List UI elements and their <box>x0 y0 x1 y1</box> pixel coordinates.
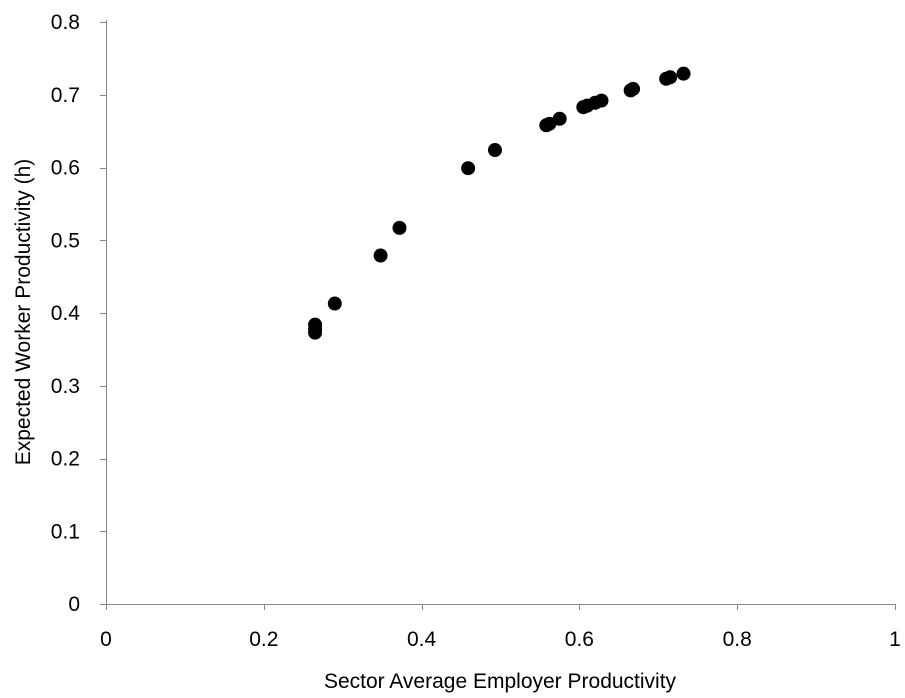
y-tick-label: 0.4 <box>51 302 81 325</box>
y-tick-label: 0.5 <box>51 229 80 252</box>
data-point <box>552 111 567 126</box>
data-point <box>626 81 641 96</box>
y-tick-label: 0.1 <box>51 520 80 543</box>
data-point <box>461 161 476 176</box>
data-point <box>392 220 407 235</box>
data-point <box>373 248 388 263</box>
y-tick-label: 0.6 <box>51 157 80 180</box>
y-tick-label: 0.2 <box>51 448 80 471</box>
y-tick-label: 0.3 <box>51 375 80 398</box>
data-point <box>327 296 342 311</box>
x-axis-title: Sector Average Employer Productivity <box>324 670 677 693</box>
x-axis-ticks: 0 0.2 0.4 0.6 0.8 1 <box>100 604 901 651</box>
y-axis-title: Expected Worker Productivity (h) <box>12 159 35 466</box>
data-point <box>663 70 678 85</box>
y-tick-label: 0.8 <box>51 11 80 34</box>
x-tick-label: 0.8 <box>723 628 752 651</box>
data-point <box>594 93 609 108</box>
data-point <box>676 66 691 81</box>
x-tick-label: 0.6 <box>565 628 594 651</box>
data-point <box>308 317 323 332</box>
x-tick-label: 0.2 <box>249 628 278 651</box>
y-axis-ticks: 0 0.1 0.2 0.3 0.4 0.5 0.6 0.7 0.8 <box>51 11 106 616</box>
data-point <box>487 143 502 158</box>
x-tick-label: 0 <box>100 628 112 651</box>
x-tick-label: 0.4 <box>407 628 437 651</box>
y-tick-label: 0 <box>68 593 80 616</box>
y-tick-label: 0.7 <box>51 84 80 107</box>
data-points <box>308 66 691 340</box>
x-tick-label: 1 <box>889 628 901 651</box>
axes <box>106 20 895 605</box>
